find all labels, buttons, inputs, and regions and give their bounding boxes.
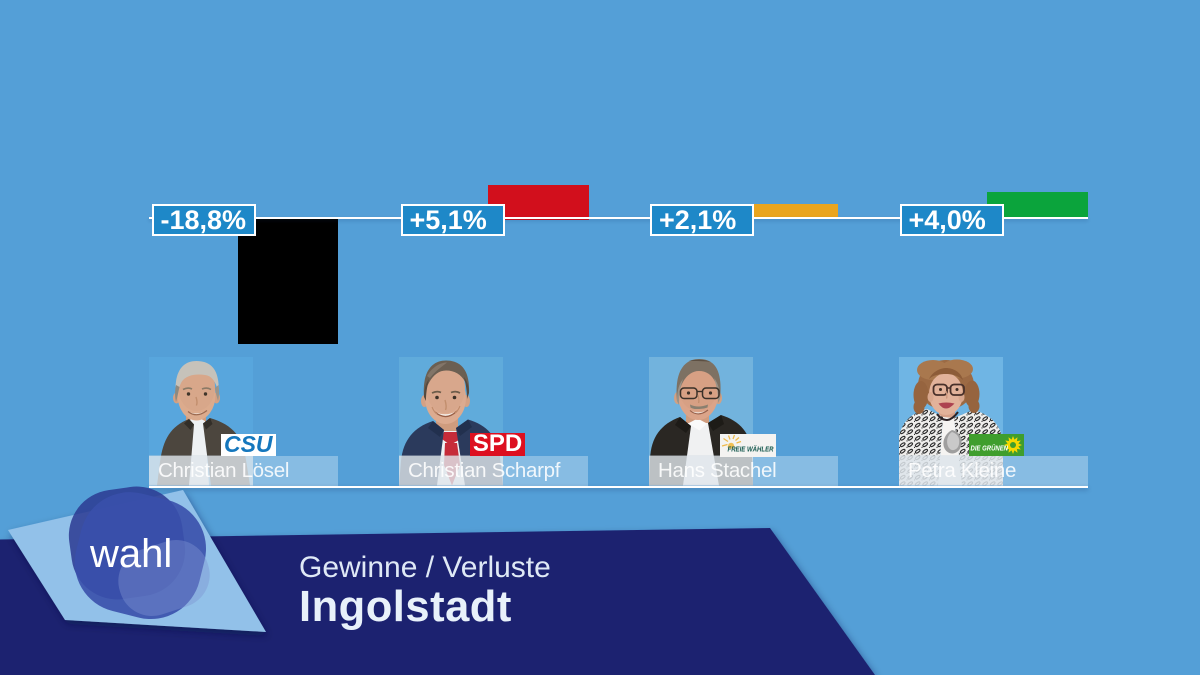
svg-text:FREIE WÄHLER: FREIE WÄHLER	[727, 444, 774, 453]
svg-text:DIE GRÜNEN: DIE GRÜNEN	[971, 443, 1009, 452]
